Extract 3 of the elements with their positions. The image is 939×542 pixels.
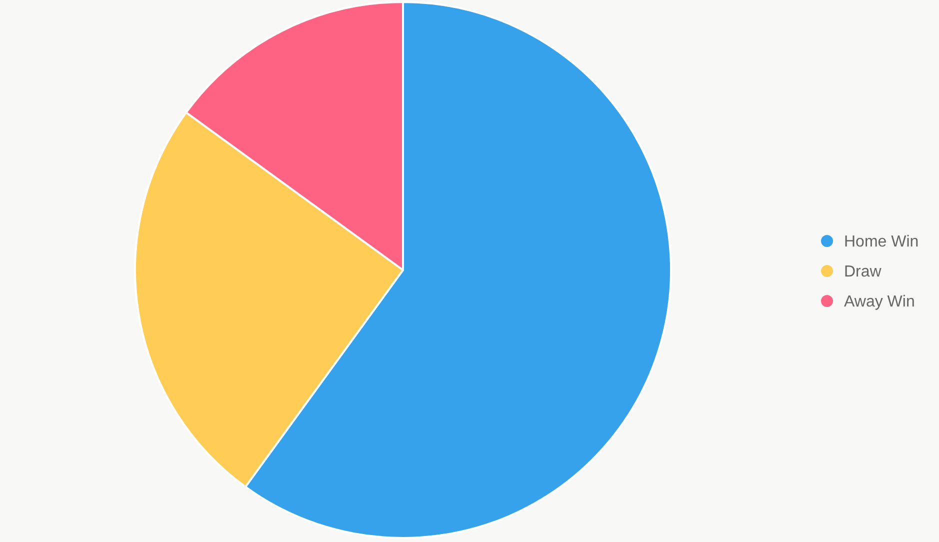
legend-label: Home Win — [844, 234, 919, 251]
legend-label: Draw — [844, 264, 882, 281]
legend-label: Away Win — [844, 294, 915, 311]
